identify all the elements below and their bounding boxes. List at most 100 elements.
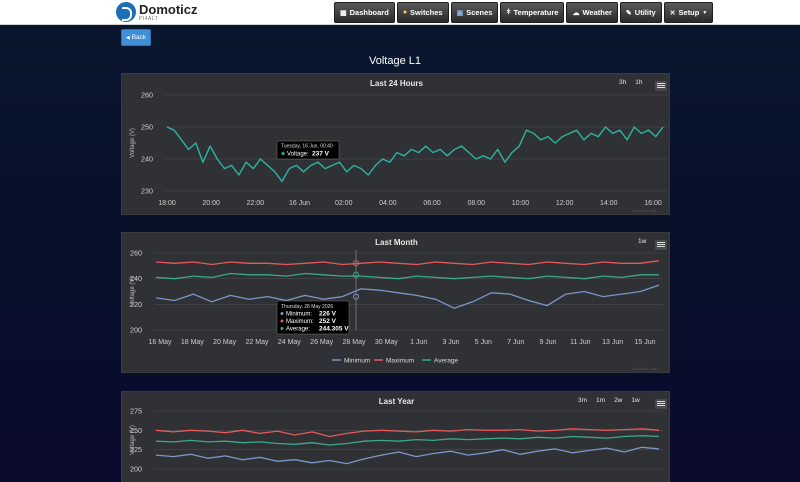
x-tick-label: 18:00	[158, 200, 176, 207]
x-tick-label: 13 Jun	[602, 339, 623, 346]
zoom-3m-button[interactable]: 3m	[578, 397, 588, 404]
x-tick-label: 11 Jun	[570, 339, 591, 346]
y-axis-title: Voltage (V)	[130, 128, 136, 158]
zoom-1w-button[interactable]: 1w	[631, 397, 640, 404]
tooltip-swatch	[280, 312, 284, 315]
tooltip-label: Minimum:	[286, 312, 312, 318]
x-tick-label: 3 Jun	[442, 339, 459, 346]
cloud-icon: ☁	[572, 9, 580, 17]
x-tick-label: 30 May	[375, 339, 398, 346]
y-tick-label: 260	[141, 91, 153, 100]
y-axis-title: Voltage (V)	[130, 277, 136, 307]
series-line-maximum	[155, 428, 660, 438]
zoom-buttons: 3m 1m 2w 1w	[578, 397, 640, 404]
scenes-icon: ▣	[456, 9, 464, 17]
domoticz-logo-icon[interactable]	[116, 2, 136, 22]
x-tick-label: 1 Jun	[410, 339, 427, 346]
chart-year: 275 250 225 200 Voltage (V)	[130, 407, 663, 474]
zoom-3h-button[interactable]: 3h	[619, 79, 627, 86]
x-tick-label: 7 Jun	[507, 339, 524, 346]
zoom-2w-button[interactable]: 2w	[614, 397, 623, 404]
chart-menu-icon[interactable]	[655, 399, 667, 409]
legend-label: Average	[434, 358, 458, 365]
series-line-average	[155, 272, 659, 280]
chart-title: Last Year	[378, 397, 415, 406]
tooltip-value: 244.305 V	[319, 326, 349, 333]
chart-panel-year: Last Year 3m 1m 2w 1w 275 250 225 200 Voltag…	[121, 391, 670, 482]
hover-marker	[352, 260, 360, 267]
x-tick-label: 16 Jun	[289, 200, 310, 207]
utility-icon: ✎	[625, 9, 632, 17]
tooltip-title: Tuesday, 16 Jun, 00:40	[281, 144, 333, 150]
y-tick-label: 200	[130, 326, 142, 335]
page-title: Voltage L1	[369, 55, 421, 67]
chart-month: 260 240 220 200 Voltage (V) 16 May 18 May 20 Ma…	[130, 249, 663, 365]
series-line-voltage	[166, 126, 664, 183]
y-tick-label: 275	[130, 407, 142, 416]
zoom-1m-button[interactable]: 1m	[596, 397, 606, 404]
lightbulb-icon: ●	[402, 9, 408, 16]
tooltip-label: Maximum:	[286, 319, 314, 325]
x-tick-label: 22:00	[247, 200, 265, 207]
x-tick-label: 5 Jun	[475, 339, 492, 346]
nav-switches-button[interactable]: ● Switches	[396, 2, 449, 23]
y-tick-label: 250	[130, 426, 142, 435]
chart-title: Last 24 Hours	[370, 79, 423, 88]
hover-marker	[352, 271, 360, 278]
nav-temperature-button[interactable]: ǂ Temperature	[500, 2, 565, 23]
tooltip-value: 252 V	[319, 318, 337, 325]
y-tick-label: 230	[141, 187, 153, 196]
tooltip-title: Thursday, 28 May 2026	[281, 304, 333, 310]
chevron-left-icon: ◀	[125, 34, 130, 41]
nav-weather-button[interactable]: ☁ Weather	[566, 2, 618, 23]
y-tick-label: 240	[141, 155, 153, 164]
nav-setup-button[interactable]: ✕ Setup ▼	[663, 2, 714, 23]
tooltip-label: Average:	[286, 327, 310, 333]
y-tick-label: 250	[141, 123, 153, 132]
nav-utility-button[interactable]: ✎ Utility	[619, 2, 662, 23]
legend-label: Minimum	[344, 358, 370, 365]
brand-name[interactable]: Domoticz	[139, 2, 198, 17]
chart-panel-24h: Last 24 Hours 3h 1h 260 250 240 230 Voltage …	[121, 73, 670, 215]
x-tick-label: 16 May	[149, 339, 172, 346]
tooltip-swatch	[281, 152, 285, 155]
x-tick-label: 08:00	[468, 200, 486, 207]
tooltip-box	[276, 140, 340, 160]
zoom-buttons: 3h 1h	[619, 79, 642, 86]
x-tick-label: 15 Jun	[634, 339, 655, 346]
legend-label: Maximum	[386, 358, 414, 365]
series-line-minimum	[155, 446, 660, 465]
x-tick-label: 14:00	[600, 200, 618, 207]
dashboard-icon: ▦	[340, 9, 347, 17]
zoom-1w-button[interactable]: 1w	[638, 238, 647, 245]
y-tick-label: 260	[130, 249, 142, 258]
chart-title: Last Month	[375, 238, 418, 247]
y-tick-label: 200	[130, 465, 142, 474]
chart-24h: 260 250 240 230 Voltage (V) 18:00 20:00 22:00 16…	[130, 91, 667, 207]
chart-menu-icon[interactable]	[655, 240, 667, 250]
x-tick-label: 20 May	[213, 339, 236, 346]
y-tick-label: 220	[130, 300, 142, 309]
nav-scenes-button[interactable]: ▣ Scenes	[450, 2, 499, 23]
x-tick-label: 9 Jun	[539, 339, 556, 346]
nav-dashboard-button[interactable]: ▦ Dashboard	[334, 2, 395, 23]
x-tick-label: 24 May	[278, 339, 301, 346]
x-tick-label: 06:00	[423, 200, 441, 207]
tooltip-label: Voltage:	[287, 152, 309, 158]
hover-marker	[352, 293, 360, 300]
series-line-average	[155, 435, 660, 446]
back-button[interactable]: ◀ Back	[121, 29, 151, 46]
x-tick-label: 18 May	[181, 339, 204, 346]
x-tick-label: 26 May	[310, 339, 333, 346]
x-tick-label: 22 May	[246, 339, 269, 346]
tooltip-swatch	[280, 327, 284, 330]
x-tick-label: 04:00	[379, 200, 397, 207]
chart-credit: Domoticz.com	[632, 208, 658, 213]
chart-credit: Domoticz.com	[632, 366, 658, 371]
brand-subtitle: PI4ALT	[139, 16, 159, 22]
zoom-buttons: 1w	[638, 238, 646, 245]
zoom-1h-button[interactable]: 1h	[635, 79, 643, 86]
tooltip-value: 226 V	[319, 311, 337, 318]
chart-menu-icon[interactable]	[655, 81, 667, 91]
chart-panel-month: Last Month 1w 260 240 220 200 Voltage (V) 16 …	[121, 232, 670, 373]
